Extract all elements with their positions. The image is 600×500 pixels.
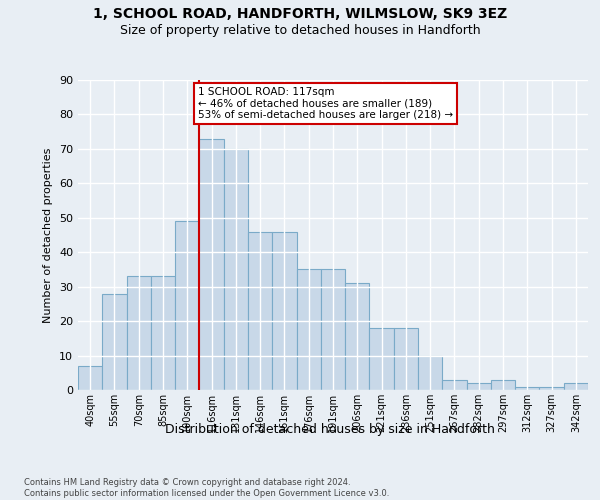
Bar bbox=[151, 276, 175, 390]
Bar bbox=[564, 383, 588, 390]
Bar bbox=[515, 386, 539, 390]
Bar bbox=[370, 328, 394, 390]
Bar bbox=[175, 221, 199, 390]
Bar bbox=[248, 232, 272, 390]
Bar bbox=[442, 380, 467, 390]
Text: Size of property relative to detached houses in Handforth: Size of property relative to detached ho… bbox=[119, 24, 481, 37]
Bar bbox=[467, 383, 491, 390]
Text: Distribution of detached houses by size in Handforth: Distribution of detached houses by size … bbox=[165, 422, 495, 436]
Text: 1, SCHOOL ROAD, HANDFORTH, WILMSLOW, SK9 3EZ: 1, SCHOOL ROAD, HANDFORTH, WILMSLOW, SK9… bbox=[93, 8, 507, 22]
Bar bbox=[102, 294, 127, 390]
Bar bbox=[345, 283, 370, 390]
Bar bbox=[394, 328, 418, 390]
Bar bbox=[78, 366, 102, 390]
Bar bbox=[224, 149, 248, 390]
Bar bbox=[418, 356, 442, 390]
Bar bbox=[539, 386, 564, 390]
Bar bbox=[321, 270, 345, 390]
Bar bbox=[272, 232, 296, 390]
Y-axis label: Number of detached properties: Number of detached properties bbox=[43, 148, 53, 322]
Text: Contains HM Land Registry data © Crown copyright and database right 2024.
Contai: Contains HM Land Registry data © Crown c… bbox=[24, 478, 389, 498]
Text: 1 SCHOOL ROAD: 117sqm
← 46% of detached houses are smaller (189)
53% of semi-det: 1 SCHOOL ROAD: 117sqm ← 46% of detached … bbox=[198, 87, 453, 120]
Bar bbox=[199, 138, 224, 390]
Bar bbox=[296, 270, 321, 390]
Bar bbox=[491, 380, 515, 390]
Bar bbox=[127, 276, 151, 390]
